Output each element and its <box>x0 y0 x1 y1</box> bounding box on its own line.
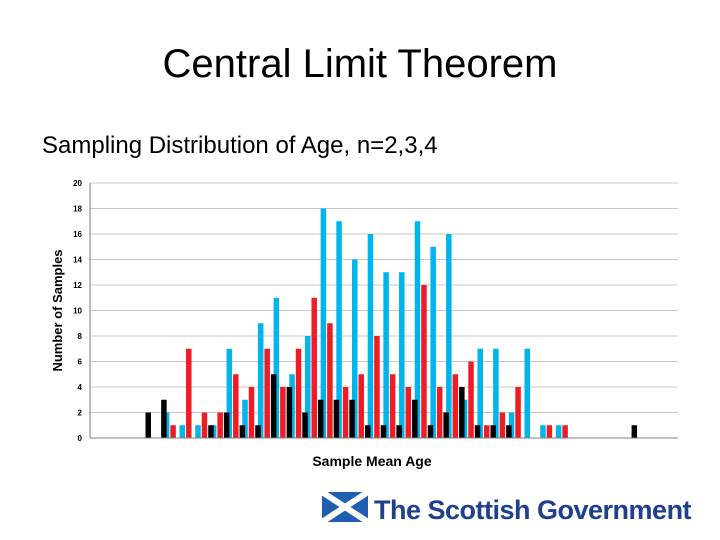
bar <box>179 425 186 438</box>
bar <box>280 387 286 438</box>
bar <box>389 374 396 438</box>
y-tick-label: 0 <box>78 434 83 443</box>
bar <box>208 425 214 438</box>
bar <box>468 361 474 438</box>
y-tick-label: 2 <box>78 409 83 418</box>
bar <box>383 272 389 438</box>
bar <box>506 425 512 438</box>
slide-subtitle: Sampling Distribution of Age, n=2,3,4 <box>42 132 438 159</box>
bar <box>459 387 465 438</box>
bar <box>540 425 546 438</box>
y-tick-label: 16 <box>73 230 82 239</box>
bar <box>443 412 449 438</box>
y-tick-label: 10 <box>73 307 82 316</box>
bar <box>311 297 317 438</box>
bar <box>352 259 358 438</box>
histogram-chart: 0 2 4 6 8 10 12 14 16 18 20 Number of Samples Samp… <box>50 179 678 469</box>
bar <box>239 425 246 438</box>
bar <box>304 336 311 438</box>
bar <box>405 387 412 438</box>
bar <box>201 412 208 438</box>
bar <box>421 285 427 438</box>
bar <box>226 348 233 438</box>
bar <box>430 246 436 438</box>
bar <box>223 412 230 438</box>
bar <box>286 387 293 438</box>
y-tick-label: 12 <box>73 281 82 290</box>
y-tick-label: 6 <box>78 358 83 367</box>
bar <box>217 412 223 438</box>
bar <box>358 374 365 438</box>
bar <box>380 425 387 438</box>
bar <box>374 336 380 438</box>
logo-text: The Scottish Government <box>374 495 692 525</box>
bar <box>446 234 452 438</box>
bar <box>499 412 506 438</box>
bar <box>365 425 371 438</box>
bar <box>273 297 280 438</box>
bar <box>317 399 324 438</box>
bar <box>555 425 562 438</box>
bar <box>264 348 270 438</box>
bar <box>414 221 421 438</box>
bar <box>427 425 434 438</box>
y-tick-label: 14 <box>73 256 82 265</box>
bar <box>493 348 499 438</box>
bar <box>342 387 349 438</box>
bar <box>186 348 192 438</box>
bar <box>367 234 374 438</box>
bar <box>270 374 277 438</box>
slide-title: Central Limit Theorem <box>162 42 558 86</box>
bar <box>302 412 308 438</box>
bar <box>170 425 176 438</box>
bar <box>436 387 443 438</box>
y-tick-label: 20 <box>73 179 82 188</box>
y-tick-label: 18 <box>73 205 82 214</box>
bar <box>248 387 255 438</box>
bar <box>242 399 248 438</box>
bar <box>333 399 340 438</box>
bar <box>233 374 239 438</box>
bar <box>412 399 418 438</box>
bars <box>145 208 638 438</box>
bar <box>562 425 568 438</box>
bar <box>477 348 483 438</box>
bar <box>452 374 459 438</box>
bar <box>474 425 481 438</box>
bar <box>161 399 167 438</box>
bar <box>349 399 355 438</box>
x-axis-label: Sample Mean Age <box>312 453 432 469</box>
bar <box>320 208 327 438</box>
bar <box>257 323 264 438</box>
bar <box>490 425 496 438</box>
saltire-flag-icon <box>322 492 368 522</box>
bar <box>631 425 638 438</box>
bar <box>546 425 553 438</box>
bar <box>255 425 261 438</box>
y-tick-label: 4 <box>78 383 83 392</box>
scottish-government-logo: The Scottish Government <box>322 492 702 528</box>
y-tick-labels: 0 2 4 6 8 10 12 14 16 18 20 <box>73 179 82 443</box>
bar <box>336 221 342 438</box>
bar <box>524 348 530 438</box>
y-axis-label: Number of Samples <box>50 249 65 371</box>
bar <box>399 272 405 438</box>
bar <box>327 323 333 438</box>
bar <box>145 412 151 438</box>
bar <box>483 425 490 438</box>
bar <box>295 348 302 438</box>
bar <box>515 387 521 438</box>
bar <box>195 425 201 438</box>
y-tick-label: 8 <box>78 332 83 341</box>
bar <box>396 425 402 438</box>
